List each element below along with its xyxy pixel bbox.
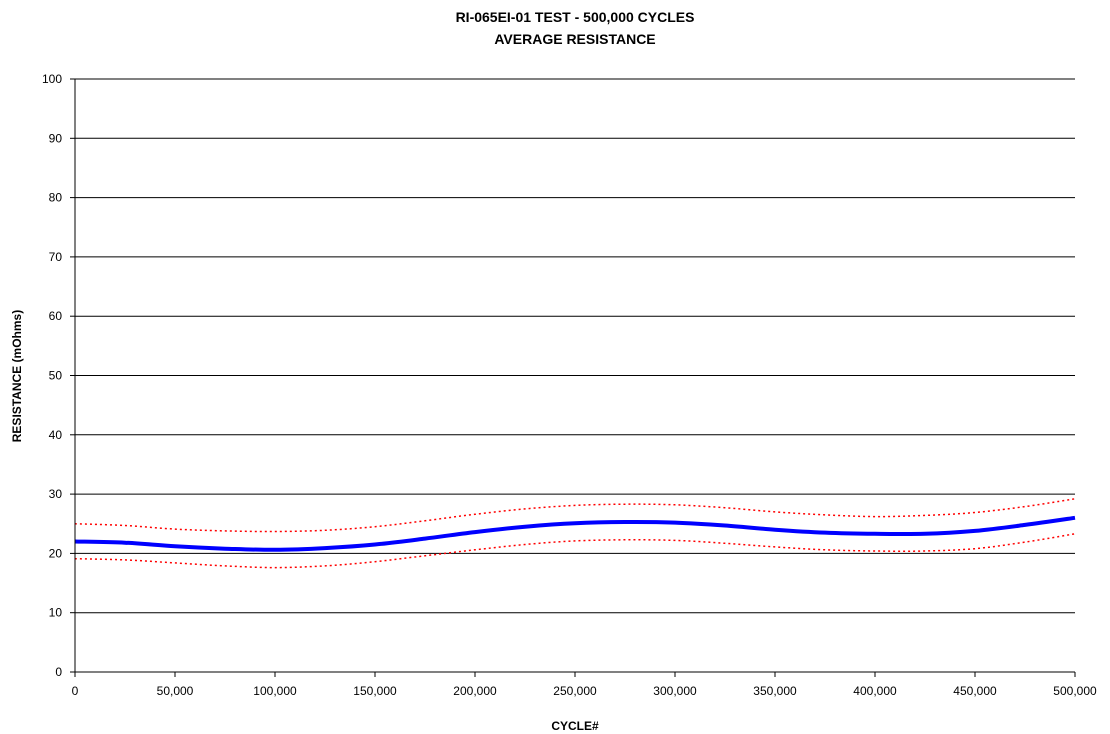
x-tick-label: 450,000 bbox=[953, 684, 997, 698]
upper-bound-line bbox=[74, 498, 1076, 533]
chart-title-line1: RI-065EI-01 TEST - 500,000 CYCLES bbox=[456, 9, 695, 25]
gridlines bbox=[75, 78, 1075, 614]
y-tick-label: 100 bbox=[42, 72, 62, 86]
y-tick-label: 60 bbox=[49, 309, 63, 323]
y-tick-label: 10 bbox=[49, 606, 63, 620]
y-tick-label: 0 bbox=[55, 665, 62, 679]
x-tick-label: 350,000 bbox=[753, 684, 797, 698]
series-group bbox=[74, 498, 1076, 569]
y-tick-label: 90 bbox=[49, 131, 63, 145]
lower-bound-line bbox=[74, 533, 1076, 569]
average-line bbox=[74, 515, 1076, 552]
y-tick-label: 30 bbox=[49, 487, 63, 501]
y-tick-label: 70 bbox=[49, 250, 63, 264]
y-tick-label: 40 bbox=[49, 428, 63, 442]
y-axis-ticks: 0 10 20 30 40 50 60 70 80 90 100 bbox=[42, 72, 75, 679]
chart-title-line2: AVERAGE RESISTANCE bbox=[494, 31, 655, 47]
y-axis-title: RESISTANCE (mOhms) bbox=[10, 310, 24, 442]
x-tick-label: 300,000 bbox=[653, 684, 697, 698]
x-axis-ticks: 0 50,000 100,000 150,000 200,000 250,000 300,0… bbox=[72, 672, 1097, 698]
x-axis-title: CYCLE# bbox=[551, 719, 599, 733]
x-tick-label: 150,000 bbox=[353, 684, 397, 698]
x-tick-label: 400,000 bbox=[853, 684, 897, 698]
x-tick-label: 200,000 bbox=[453, 684, 497, 698]
y-tick-label: 50 bbox=[49, 369, 63, 383]
y-tick-label: 80 bbox=[49, 191, 63, 205]
y-tick-label: 20 bbox=[49, 546, 63, 560]
x-tick-label: 50,000 bbox=[157, 684, 194, 698]
x-tick-label: 250,000 bbox=[553, 684, 597, 698]
x-tick-label: 100,000 bbox=[253, 684, 297, 698]
x-tick-label: 0 bbox=[72, 684, 79, 698]
x-tick-label: 500,000 bbox=[1053, 684, 1097, 698]
